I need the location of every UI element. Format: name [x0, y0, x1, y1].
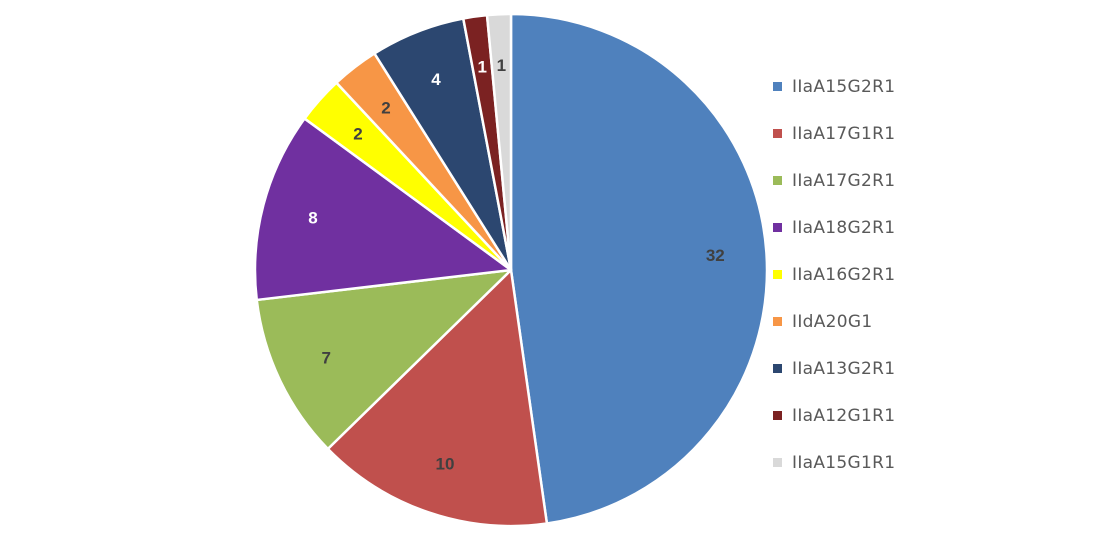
data-label-iiaa17g1r1: 10: [436, 454, 455, 473]
legend-label: IIdA20G1: [792, 311, 873, 332]
legend-label: IIaA13G2R1: [792, 358, 896, 379]
legend-item-iiaa17g1r1: IIaA17G1R1: [773, 110, 895, 157]
legend-swatch: [773, 82, 782, 91]
data-label-iiaa15g1r1: 1: [497, 56, 506, 75]
data-label-iiaa12g1r1: 1: [478, 58, 487, 77]
legend-item-iiaa16g2r1: IIaA16G2R1: [773, 251, 895, 298]
legend-label: IIaA17G2R1: [792, 170, 896, 191]
legend-swatch: [773, 176, 782, 185]
legend-swatch: [773, 411, 782, 420]
data-label-iiaa13g2r1: 4: [431, 70, 441, 89]
data-label-iiaa17g2r1: 7: [321, 349, 330, 368]
legend-swatch: [773, 317, 782, 326]
legend-label: IIaA12G1R1: [792, 405, 896, 426]
data-label-iiaa16g2r1: 2: [353, 124, 362, 143]
data-label-iiaa15g2r1: 32: [706, 246, 725, 265]
legend-swatch: [773, 364, 782, 373]
legend-label: IIaA18G2R1: [792, 217, 896, 238]
data-label-iiaa18g2r1: 8: [308, 208, 317, 227]
data-label-iida20g1: 2: [381, 98, 390, 117]
legend-item-iiaa15g2r1: IIaA15G2R1: [773, 63, 895, 110]
legend-item-iiaa15g1r1: IIaA15G1R1: [773, 439, 895, 486]
legend-label: IIaA15G2R1: [792, 76, 896, 97]
legend-item-iida20g1: IIdA20G1: [773, 298, 895, 345]
legend-item-iiaa12g1r1: IIaA12G1R1: [773, 392, 895, 439]
pie-slice-iiaa17g2r1: [255, 268, 513, 451]
chart-legend: IIaA15G2R1 IIaA17G1R1 IIaA17G2R1 IIaA18G2R1…: [773, 63, 895, 486]
legend-label: IIaA17G1R1: [792, 123, 896, 144]
legend-swatch: [773, 458, 782, 467]
pie-slice-iiaa15g1r1: [485, 12, 513, 272]
pie-slice-iiaa17g1r1: [326, 268, 549, 528]
pie-slice-iiaa15g2r1: [509, 12, 769, 525]
legend-swatch: [773, 223, 782, 232]
legend-item-iiaa13g2r1: IIaA13G2R1: [773, 345, 895, 392]
legend-label: IIaA16G2R1: [792, 264, 896, 285]
legend-swatch: [773, 270, 782, 279]
legend-item-iiaa18g2r1: IIaA18G2R1: [773, 204, 895, 251]
legend-item-iiaa17g2r1: IIaA17G2R1: [773, 157, 895, 204]
legend-label: IIaA15G1R1: [792, 452, 896, 473]
pie-slice-iiaa18g2r1: [253, 117, 513, 302]
legend-swatch: [773, 129, 782, 138]
